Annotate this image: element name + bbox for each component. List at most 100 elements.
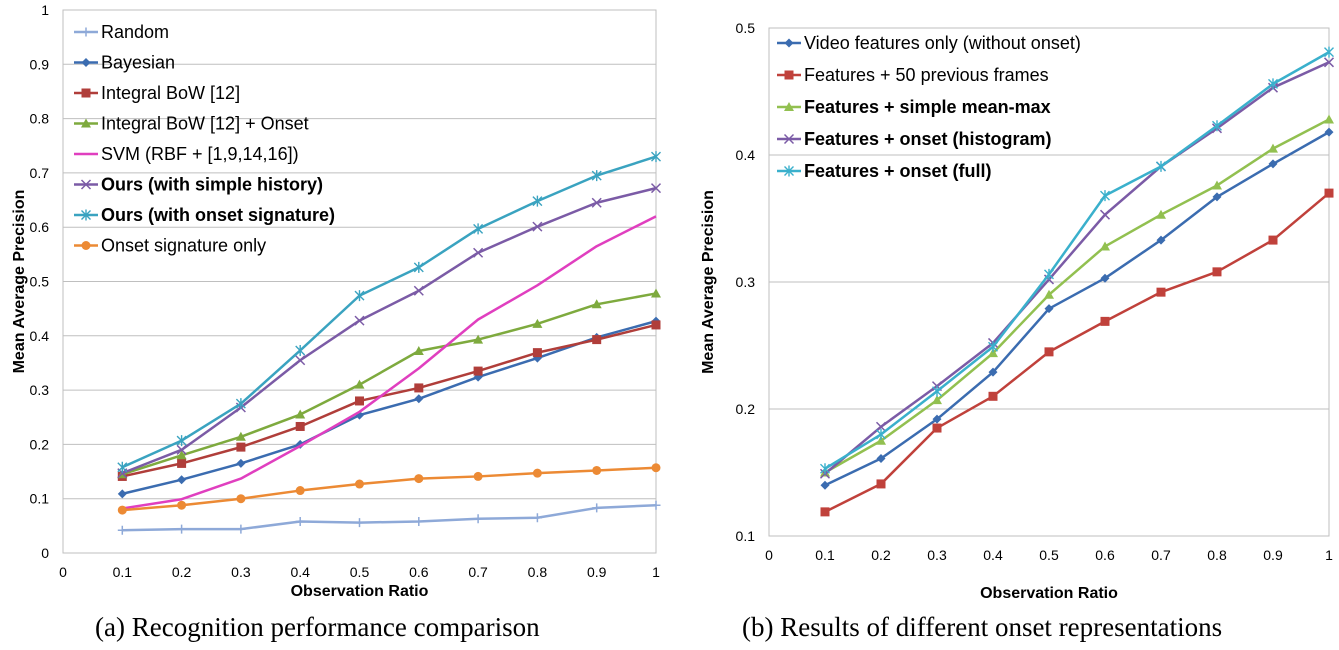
data-point (473, 334, 484, 344)
data-point (651, 500, 661, 510)
data-point (820, 463, 830, 475)
data-point (354, 290, 365, 302)
data-point (413, 346, 424, 356)
series-line (824, 192, 1330, 513)
legend: Video features only (without onset) Featu… (777, 33, 1081, 181)
data-point (295, 421, 305, 431)
data-point (592, 465, 602, 475)
legend-swatch-marker (784, 102, 794, 111)
data-point (1100, 241, 1110, 251)
data-point (820, 507, 830, 517)
data-point (413, 285, 424, 296)
y-tick-label: 0.3 (736, 274, 756, 290)
series-1 (117, 500, 661, 535)
legend-item: Video features only (without onset) (777, 33, 1081, 53)
y-tick-label: 0.6 (30, 219, 50, 235)
legend-swatch-marker (81, 241, 91, 250)
data-point (295, 355, 306, 366)
legend-label: Bayesian (101, 53, 175, 73)
data-point (932, 414, 942, 424)
data-point (295, 517, 305, 527)
series-line (122, 503, 657, 532)
series-3 (117, 320, 661, 481)
data-point (295, 344, 306, 356)
data-point (295, 486, 305, 496)
data-point (532, 318, 543, 328)
data-point (1100, 316, 1110, 326)
data-point (1044, 347, 1054, 357)
chart-onset-representations: 0.1 0.2 0.3 0.4 0.5 0 0.1 0.2 0.3 0.4 0.5 0.6 0.7 0.8… (700, 20, 1335, 602)
data-point (1268, 235, 1278, 245)
data-point (988, 348, 998, 358)
x-tick-label: 0 (765, 547, 773, 563)
data-point (354, 379, 365, 389)
data-point (651, 288, 661, 298)
legend-label: SVM (RBF + [1,9,14,16]) (101, 144, 299, 164)
caption-b: (b) Results of different onset represent… (742, 612, 1223, 642)
x-tick-label: 0.5 (1039, 547, 1059, 563)
y-tick-label: 0.4 (736, 147, 756, 163)
data-point (532, 468, 542, 478)
data-point (117, 461, 128, 473)
data-point (1268, 159, 1278, 169)
data-point (532, 513, 542, 523)
data-point (354, 315, 365, 326)
x-tick-label: 0.2 (871, 547, 891, 563)
data-point (413, 261, 424, 273)
legend-item: Integral BoW [12] + Onset (74, 114, 309, 134)
chart-recognition-performance: 0 0.1 0.2 0.3 0.4 0.5 0.6 0.7 0.8 0.9 1 0 0.1 0.2 0.3 0… (11, 2, 662, 600)
data-point (1212, 192, 1222, 202)
legend-item: Integral BoW [12] (74, 83, 240, 103)
data-point (414, 517, 424, 527)
legend-label: Ours (with onset signature) (101, 205, 335, 225)
data-point (1324, 188, 1334, 198)
data-point (651, 463, 661, 473)
y-axis-title: Mean Average Precision (700, 190, 717, 374)
y-tick-label: 0.2 (30, 436, 50, 452)
legend-item: Ours (with simple history) (74, 175, 323, 195)
series-line (122, 466, 657, 512)
x-tick-label: 0.4 (290, 564, 310, 580)
data-point (532, 195, 543, 207)
series-4 (117, 288, 661, 479)
data-point (176, 435, 187, 447)
legend-label: Random (101, 22, 169, 42)
series-5 (122, 215, 657, 510)
x-axis-title: Observation Ratio (291, 583, 429, 600)
y-tick-label: 0.1 (30, 491, 50, 507)
data-point (355, 518, 364, 528)
legend-swatch-marker (81, 88, 91, 98)
x-tick-label: 0.5 (350, 564, 370, 580)
x-tick-label: 0.6 (1095, 547, 1115, 563)
data-point (235, 431, 246, 441)
data-point (1323, 57, 1335, 68)
series-line (121, 292, 657, 476)
legend-item: Features + simple mean-max (777, 97, 1051, 117)
series-2 (820, 188, 1334, 517)
data-point (236, 442, 246, 452)
legend-swatch-marker (80, 179, 92, 190)
data-point (876, 428, 886, 440)
legend-swatch-marker (784, 38, 794, 48)
series-3 (820, 114, 1334, 477)
caption-a: (a) Recognition performance comparison (95, 612, 540, 642)
data-point (1324, 127, 1334, 137)
y-tick-label: 0 (41, 545, 49, 561)
legend-item: SVM (RBF + [1,9,14,16]) (74, 144, 299, 164)
data-point (177, 475, 187, 485)
series-line (824, 61, 1330, 475)
x-tick-label: 0.7 (1151, 547, 1171, 563)
data-point (988, 391, 998, 401)
data-point (1324, 114, 1334, 124)
data-point (876, 479, 886, 489)
x-tick-label: 0.8 (528, 564, 548, 580)
data-point (473, 247, 484, 258)
legend: Random Bayesian Integral BoW [12] Integral … (74, 22, 335, 256)
legend-label: Features + 50 previous frames (804, 65, 1049, 85)
data-point (875, 421, 887, 432)
data-point (236, 524, 246, 534)
legend-swatch-marker (81, 27, 91, 37)
data-point (651, 151, 661, 163)
data-point (876, 435, 886, 445)
data-point (1044, 268, 1054, 280)
